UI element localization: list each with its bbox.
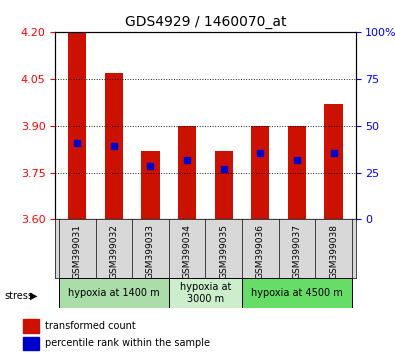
Bar — [68, 32, 87, 219]
Bar — [141, 151, 160, 219]
Bar — [105, 73, 123, 219]
Text: GSM399034: GSM399034 — [182, 224, 192, 279]
Text: GSM399035: GSM399035 — [219, 224, 228, 279]
Text: GSM399038: GSM399038 — [329, 224, 338, 279]
Bar — [288, 126, 306, 219]
Text: GSM399032: GSM399032 — [109, 224, 118, 279]
Bar — [242, 278, 352, 308]
Bar — [169, 278, 242, 308]
Text: stress: stress — [4, 291, 33, 301]
Text: GSM399036: GSM399036 — [256, 224, 265, 279]
Text: ▶: ▶ — [30, 291, 37, 301]
Bar — [214, 151, 233, 219]
Text: hypoxia at 4500 m: hypoxia at 4500 m — [251, 288, 343, 298]
Text: GSM399037: GSM399037 — [292, 224, 301, 279]
Bar — [23, 319, 40, 333]
Bar — [251, 126, 269, 219]
Text: hypoxia at 1400 m: hypoxia at 1400 m — [68, 288, 160, 298]
Bar — [59, 278, 169, 308]
Bar — [324, 104, 343, 219]
Text: percentile rank within the sample: percentile rank within the sample — [45, 338, 210, 348]
Text: transformed count: transformed count — [45, 321, 135, 331]
Bar — [178, 126, 196, 219]
Text: hypoxia at
3000 m: hypoxia at 3000 m — [180, 282, 231, 304]
Text: GSM399031: GSM399031 — [73, 224, 82, 279]
Text: GSM399033: GSM399033 — [146, 224, 155, 279]
Title: GDS4929 / 1460070_at: GDS4929 / 1460070_at — [125, 16, 286, 29]
Bar — [23, 337, 40, 350]
